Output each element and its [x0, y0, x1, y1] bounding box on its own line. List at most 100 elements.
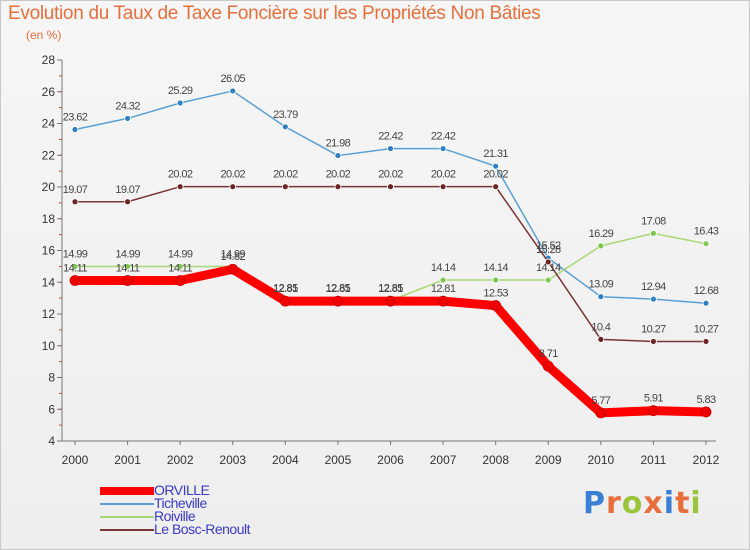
- data-label-roiville: 12.85: [378, 283, 403, 295]
- data-label-le-bosc-renoult: 19.07: [115, 184, 140, 196]
- data-point-roiville: [544, 276, 552, 284]
- data-point-roiville: [650, 229, 657, 237]
- logo-letter: r: [606, 486, 622, 521]
- data-label-ticheville: 22.42: [431, 131, 456, 143]
- data-label-orville: 14.11: [168, 263, 192, 275]
- x-tick-label: 2009: [535, 453, 562, 467]
- data-label-roiville: 14.14: [483, 262, 508, 274]
- x-tick-label: 2005: [325, 453, 352, 467]
- data-point-orville: [542, 360, 554, 372]
- y-tick-label: 24: [42, 117, 56, 131]
- data-point-orville: [227, 263, 239, 275]
- data-label-orville: 12.81: [326, 283, 351, 295]
- data-point-ticheville: [334, 152, 342, 159]
- data-point-ticheville: [387, 145, 394, 152]
- data-point-orville: [648, 405, 659, 417]
- data-label-orville: 8.71: [539, 348, 558, 360]
- data-label-orville: 14.82: [220, 251, 245, 263]
- data-label-orville: 14.11: [63, 263, 87, 275]
- legend-label-orville: ORVILLE: [154, 482, 210, 498]
- logo-letter: i: [690, 486, 702, 521]
- data-label-ticheville: 22.42: [378, 131, 403, 143]
- data-point-le-bosc-renoult: [281, 183, 289, 191]
- data-label-orville: 12.81: [273, 283, 298, 295]
- data-label-roiville: 12.85: [326, 283, 351, 295]
- data-label-le-bosc-renoult: 15.28: [536, 244, 561, 256]
- data-point-roiville: [492, 276, 500, 284]
- y-tick-label: 6: [48, 402, 55, 416]
- data-point-roiville: [439, 276, 447, 284]
- y-tick-label: 12: [42, 307, 56, 321]
- data-point-ticheville: [176, 99, 184, 107]
- logo-letter: i: [663, 486, 676, 521]
- y-tick-label: 10: [42, 339, 56, 353]
- logo-letter: x: [643, 486, 664, 521]
- logo-letter: t: [675, 486, 691, 521]
- legend-swatch-roiville: [100, 516, 154, 518]
- legend-label-ticheville: Ticheville: [154, 495, 207, 511]
- data-point-le-bosc-renoult: [650, 338, 657, 345]
- data-point-le-bosc-renoult: [387, 183, 394, 191]
- data-point-roiville: [71, 263, 79, 270]
- data-label-roiville: 12.85: [273, 283, 298, 295]
- data-label-ticheville: 21.31: [483, 148, 508, 160]
- x-tick-label: 2012: [693, 453, 720, 467]
- y-tick-label: 4: [48, 434, 55, 448]
- data-point-roiville: [702, 240, 710, 248]
- data-label-roiville: 17.08: [641, 215, 666, 227]
- data-label-orville: 12.81: [431, 283, 456, 295]
- data-label-le-bosc-renoult: 20.02: [483, 169, 508, 181]
- chart-subtitle: (en %): [26, 28, 62, 42]
- x-tick-label: 2001: [114, 453, 141, 467]
- data-point-ticheville: [702, 299, 710, 307]
- data-label-orville: 5.77: [591, 395, 610, 407]
- data-label-ticheville: 12.68: [694, 285, 719, 297]
- data-label-le-bosc-renoult: 20.02: [168, 169, 193, 181]
- legend-swatch-le-bosc-renoult: [100, 529, 154, 531]
- data-label-ticheville: 25.29: [168, 85, 193, 97]
- data-point-le-bosc-renoult: [597, 335, 605, 343]
- data-label-le-bosc-renoult: 10.4: [591, 321, 610, 333]
- x-tick-label: 2000: [62, 453, 89, 467]
- data-label-le-bosc-renoult: 10.27: [641, 323, 666, 335]
- data-point-le-bosc-renoult: [544, 258, 552, 266]
- data-label-le-bosc-renoult: 20.02: [378, 169, 403, 181]
- x-tick-label: 2004: [272, 453, 299, 467]
- data-point-le-bosc-renoult: [439, 183, 447, 191]
- data-label-orville: 5.91: [644, 393, 663, 405]
- data-label-ticheville: 26.05: [220, 73, 245, 85]
- data-point-ticheville: [229, 87, 237, 95]
- data-label-orville: 5.83: [696, 394, 715, 406]
- x-tick-label: 2006: [377, 453, 404, 467]
- data-label-ticheville: 13.09: [589, 279, 614, 291]
- data-point-orville: [490, 300, 502, 311]
- legend-swatch-ticheville: [100, 503, 154, 505]
- data-point-ticheville: [124, 115, 131, 122]
- legend-swatch-orville: [100, 487, 154, 495]
- data-point-orville: [437, 295, 449, 307]
- data-point-orville: [595, 407, 607, 419]
- y-tick-label: 20: [42, 180, 56, 194]
- data-label-le-bosc-renoult: 10.27: [694, 323, 719, 335]
- data-label-ticheville: 15.52: [536, 240, 561, 252]
- data-point-orville: [700, 406, 712, 418]
- data-point-le-bosc-renoult: [124, 198, 131, 206]
- data-label-ticheville: 21.98: [326, 138, 351, 150]
- data-point-roiville: [176, 263, 184, 270]
- data-point-ticheville: [439, 145, 447, 152]
- data-label-ticheville: 23.62: [63, 112, 88, 124]
- x-tick-label: 2011: [641, 453, 667, 467]
- x-tick-label: 2007: [430, 453, 457, 467]
- data-point-roiville: [124, 263, 131, 270]
- data-label-roiville: 14.99: [63, 249, 88, 261]
- data-label-roiville: 14.99: [220, 249, 245, 261]
- data-point-le-bosc-renoult: [702, 338, 710, 345]
- data-point-roiville: [597, 242, 605, 250]
- data-label-le-bosc-renoult: 20.02: [431, 169, 456, 181]
- axes: 4 6 8 10 12 14 16 18 20 22 24 26 28 2000 2001 2002 2003 2…: [42, 53, 720, 467]
- data-point-le-bosc-renoult: [492, 183, 500, 191]
- y-tick-label: 8: [48, 371, 55, 385]
- logo-letter: o: [621, 486, 644, 521]
